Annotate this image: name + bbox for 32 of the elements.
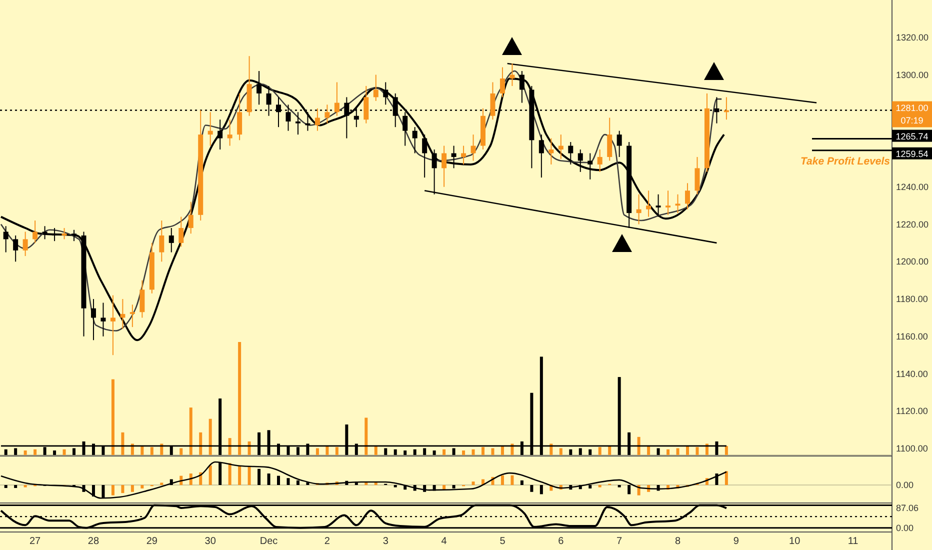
- y-tick-label: 1120.00: [896, 406, 928, 416]
- y-tick-label: 1220.00: [896, 219, 929, 230]
- x-tick-label: 3: [382, 536, 389, 547]
- y-tick-label: 1160.00: [896, 331, 928, 342]
- x-tick-label: Dec: [260, 536, 278, 547]
- x-tick-label: 11: [848, 536, 859, 547]
- ref-line-label: 1265.74: [896, 131, 928, 142]
- x-tick-label: 7: [616, 536, 623, 547]
- x-tick-label: 5: [500, 536, 506, 547]
- y-tick-label: 87.06: [896, 503, 919, 514]
- y-tick-label: 1180.00: [896, 294, 928, 304]
- x-tick-label: 27: [29, 536, 42, 547]
- x-tick-label: 2: [324, 536, 330, 547]
- y-tick-label: 1320.00: [896, 32, 929, 42]
- x-tick-label: 9: [733, 536, 740, 547]
- x-tick-label: 29: [146, 536, 158, 547]
- ref-line-label: 1281.00: [896, 102, 928, 113]
- y-tick-label: 1300.00: [896, 70, 929, 80]
- x-tick-label: 8: [674, 536, 681, 547]
- x-tick-label: 4: [441, 536, 448, 547]
- y-tick-label: 1240.00: [896, 182, 929, 192]
- ref-line-label: 1259.54: [896, 148, 928, 159]
- text: 07:19: [900, 115, 924, 126]
- y-tick-label: 1100.00: [896, 444, 928, 454]
- y-tick-label: 1200.00: [896, 256, 929, 267]
- x-tick-label: 30: [204, 536, 216, 547]
- x-tick-label: 28: [88, 536, 100, 547]
- y-tick-label: 1140.00: [896, 368, 928, 379]
- x-tick-label: 10: [789, 536, 801, 547]
- y-tick-label: 0.00: [896, 522, 914, 533]
- annotation: Take Profit Levels: [800, 155, 890, 168]
- x-tick-label: 6: [558, 536, 564, 547]
